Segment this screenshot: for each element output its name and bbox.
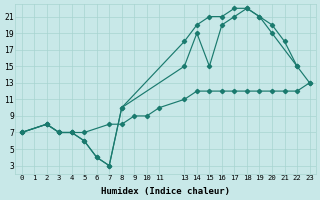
X-axis label: Humidex (Indice chaleur): Humidex (Indice chaleur) xyxy=(101,187,230,196)
